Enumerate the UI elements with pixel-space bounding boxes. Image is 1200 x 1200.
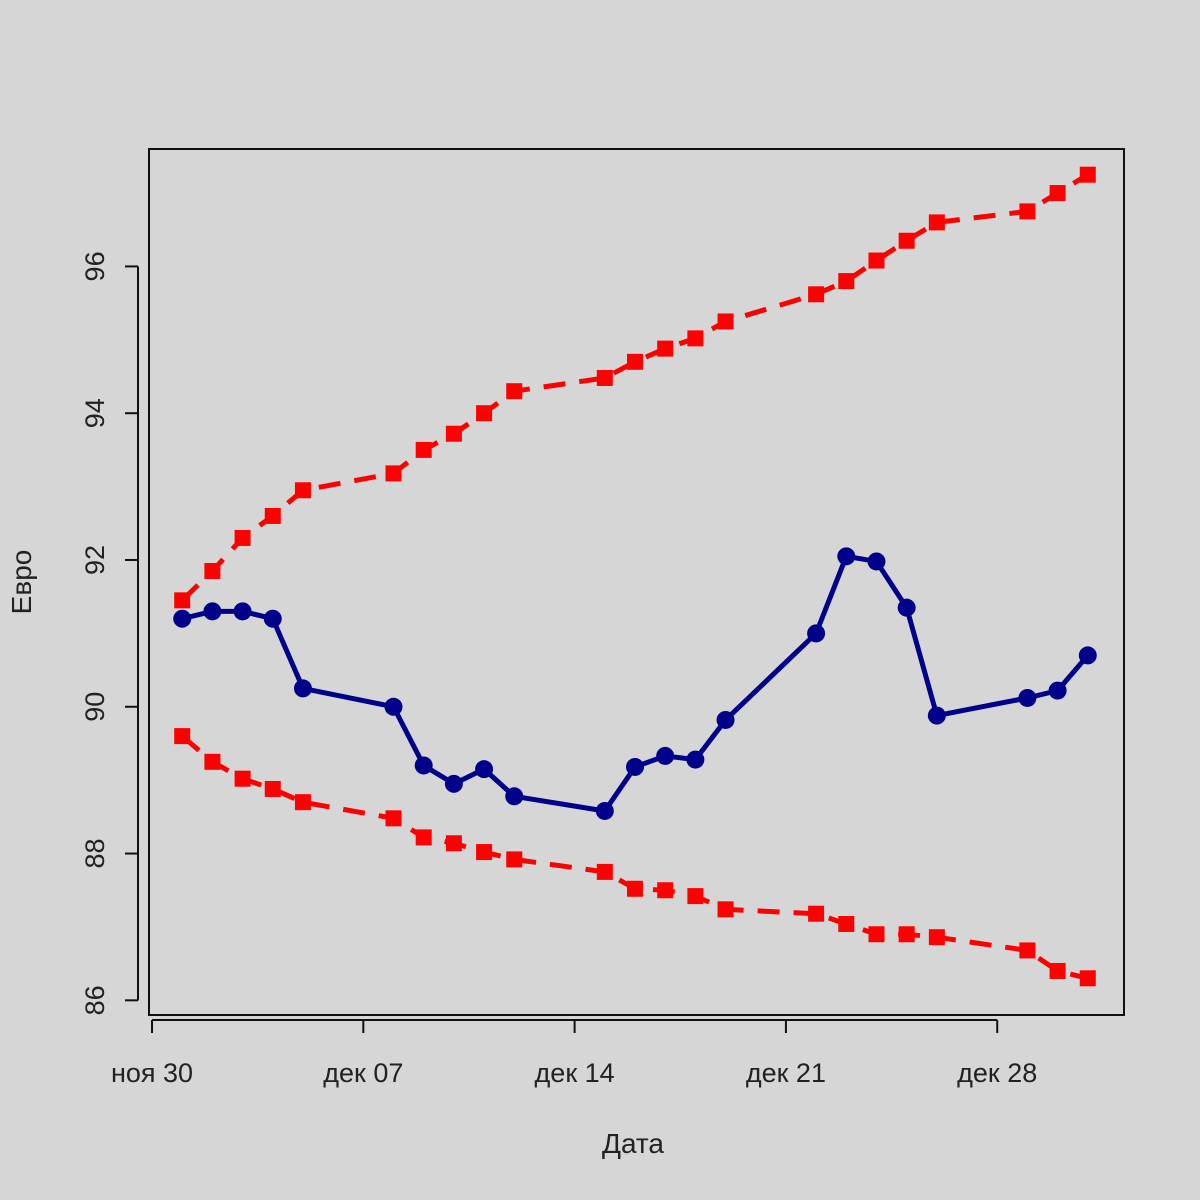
data-point: [807, 624, 826, 643]
data-point: [174, 728, 191, 745]
data-point: [717, 313, 734, 330]
x-tick-label: дек 07: [323, 1058, 403, 1088]
data-point: [898, 926, 915, 943]
data-point: [506, 383, 523, 400]
data-point: [294, 794, 311, 811]
data-point: [476, 844, 493, 861]
data-point: [234, 529, 251, 546]
data-point: [1019, 942, 1036, 959]
data-point: [626, 353, 643, 370]
data-point: [657, 340, 674, 357]
y-tick-label: 88: [80, 839, 110, 869]
data-point: [596, 369, 613, 386]
data-point: [1079, 166, 1096, 183]
y-axis-title: Евро: [6, 550, 37, 615]
data-point: [385, 810, 402, 827]
data-point: [625, 757, 644, 776]
data-point: [596, 863, 613, 880]
data-point: [657, 882, 674, 899]
data-point: [687, 888, 704, 905]
data-point: [174, 592, 191, 609]
data-point: [686, 750, 705, 769]
data-point: [867, 552, 886, 571]
data-point: [475, 760, 494, 779]
x-axis: ноя 30 дек 07 дек 14 дек 21 дек 28: [111, 1019, 1037, 1088]
data-point: [204, 562, 221, 579]
data-point: [1018, 688, 1037, 707]
series-layer: [173, 166, 1097, 987]
data-point: [1048, 681, 1067, 700]
data-point: [808, 286, 825, 303]
data-point: [898, 232, 915, 249]
data-point: [808, 905, 825, 922]
data-point: [1049, 962, 1066, 979]
series-line: [180, 172, 1090, 603]
data-point: [444, 774, 463, 793]
x-tick-label: ноя 30: [111, 1058, 193, 1088]
data-point: [1049, 185, 1066, 202]
data-point: [656, 746, 675, 765]
data-point: [264, 780, 281, 797]
data-point: [838, 915, 855, 932]
data-point: [626, 880, 643, 897]
data-point: [838, 273, 855, 290]
data-point: [384, 697, 403, 716]
data-point: [476, 405, 493, 422]
data-point: [927, 706, 946, 725]
data-point: [837, 547, 856, 566]
data-point: [293, 679, 312, 698]
series-forecast: [173, 547, 1097, 820]
data-point: [1079, 970, 1096, 987]
data-point: [687, 330, 704, 347]
data-point: [928, 214, 945, 231]
data-point: [506, 851, 523, 868]
data-point: [1019, 203, 1036, 220]
x-tick-label: дек 14: [535, 1058, 615, 1088]
data-point: [204, 753, 221, 770]
data-point: [415, 441, 432, 458]
data-point: [203, 602, 222, 621]
y-axis: 86 88 90 92 94 96: [80, 251, 139, 1015]
y-tick-label: 92: [80, 545, 110, 575]
data-point: [505, 787, 524, 806]
series-upper-bound: [174, 166, 1096, 609]
data-point: [173, 609, 192, 628]
data-point: [868, 926, 885, 943]
data-point: [294, 482, 311, 499]
x-tick-label: дек 28: [957, 1058, 1037, 1088]
y-tick-label: 96: [80, 251, 110, 281]
x-tick-label: дек 21: [746, 1058, 826, 1088]
data-point: [264, 507, 281, 524]
y-tick-label: 94: [80, 398, 110, 428]
data-point: [897, 598, 916, 617]
y-tick-label: 90: [80, 692, 110, 722]
data-point: [385, 465, 402, 482]
data-point: [263, 609, 282, 628]
data-point: [1078, 646, 1097, 665]
y-tick-label: 86: [80, 985, 110, 1015]
series-lower-bound: [174, 728, 1096, 987]
data-point: [716, 710, 735, 729]
data-point: [928, 929, 945, 946]
data-point: [445, 425, 462, 442]
data-point: [595, 801, 614, 820]
data-point: [414, 756, 433, 775]
data-point: [233, 602, 252, 621]
data-point: [234, 770, 251, 787]
x-axis-title: Дата: [602, 1128, 664, 1159]
plot-frame: [148, 148, 1125, 1016]
data-point: [445, 835, 462, 852]
data-point: [415, 829, 432, 846]
data-point: [717, 901, 734, 918]
data-point: [868, 252, 885, 269]
